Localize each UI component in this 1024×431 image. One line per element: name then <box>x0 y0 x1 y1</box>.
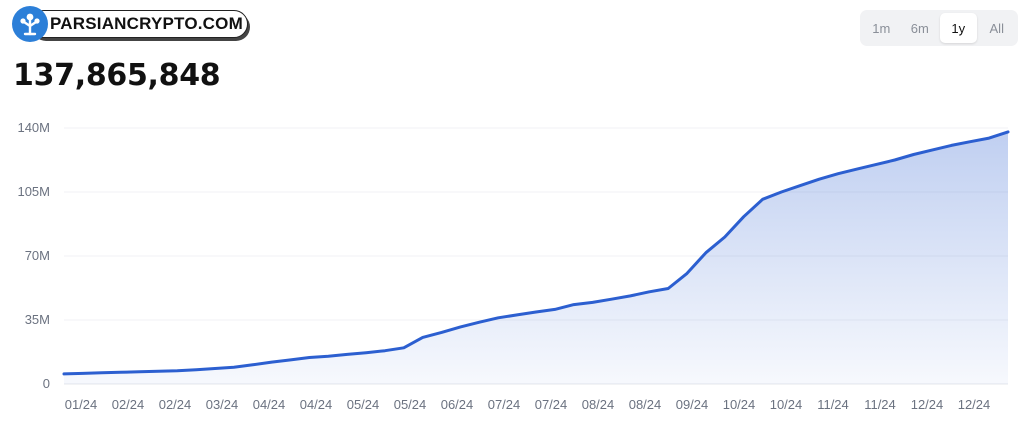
x-tick-label: 05/24 <box>347 397 380 412</box>
x-tick-label: 10/24 <box>723 397 756 412</box>
time-range-selector: 1m 6m 1y All <box>860 10 1018 46</box>
x-tick-label: 02/24 <box>112 397 145 412</box>
x-tick-label: 09/24 <box>676 397 709 412</box>
y-tick-label: 140M <box>17 120 50 135</box>
x-tick-label: 01/24 <box>65 397 98 412</box>
x-tick-label: 10/24 <box>770 397 803 412</box>
x-tick-label: 12/24 <box>911 397 944 412</box>
brand-logo: PARSIANCRYPTO.COM <box>12 6 248 42</box>
x-tick-label: 11/24 <box>817 397 849 412</box>
x-tick-label: 12/24 <box>958 397 991 412</box>
logo-text: PARSIANCRYPTO.COM <box>50 14 243 33</box>
x-tick-label: 02/24 <box>159 397 192 412</box>
x-tick-label: 07/24 <box>535 397 568 412</box>
logo-badge <box>30 10 248 38</box>
range-all-button[interactable]: All <box>989 20 1004 36</box>
y-tick-label: 0 <box>43 376 50 391</box>
total-value: 137,865,848 <box>13 58 221 93</box>
y-tick-label: 35M <box>25 312 50 327</box>
x-tick-label: 08/24 <box>629 397 662 412</box>
x-tick-label: 06/24 <box>441 397 474 412</box>
y-tick-label: 105M <box>17 184 50 199</box>
tree-logo-icon <box>12 6 48 42</box>
x-tick-label: 08/24 <box>582 397 615 412</box>
range-1y-button[interactable]: 1y <box>940 13 977 43</box>
x-tick-label: 07/24 <box>488 397 521 412</box>
x-tick-label: 03/24 <box>206 397 239 412</box>
x-tick-label: 11/24 <box>864 397 896 412</box>
range-6m-button[interactable]: 6m <box>910 20 929 36</box>
series-area-fill <box>64 131 1008 384</box>
y-tick-label: 70M <box>25 248 50 263</box>
x-tick-label: 04/24 <box>253 397 286 412</box>
range-1m-button[interactable]: 1m <box>872 20 891 36</box>
x-tick-label: 04/24 <box>300 397 333 412</box>
x-tick-label: 05/24 <box>394 397 427 412</box>
series-line <box>62 130 1010 376</box>
